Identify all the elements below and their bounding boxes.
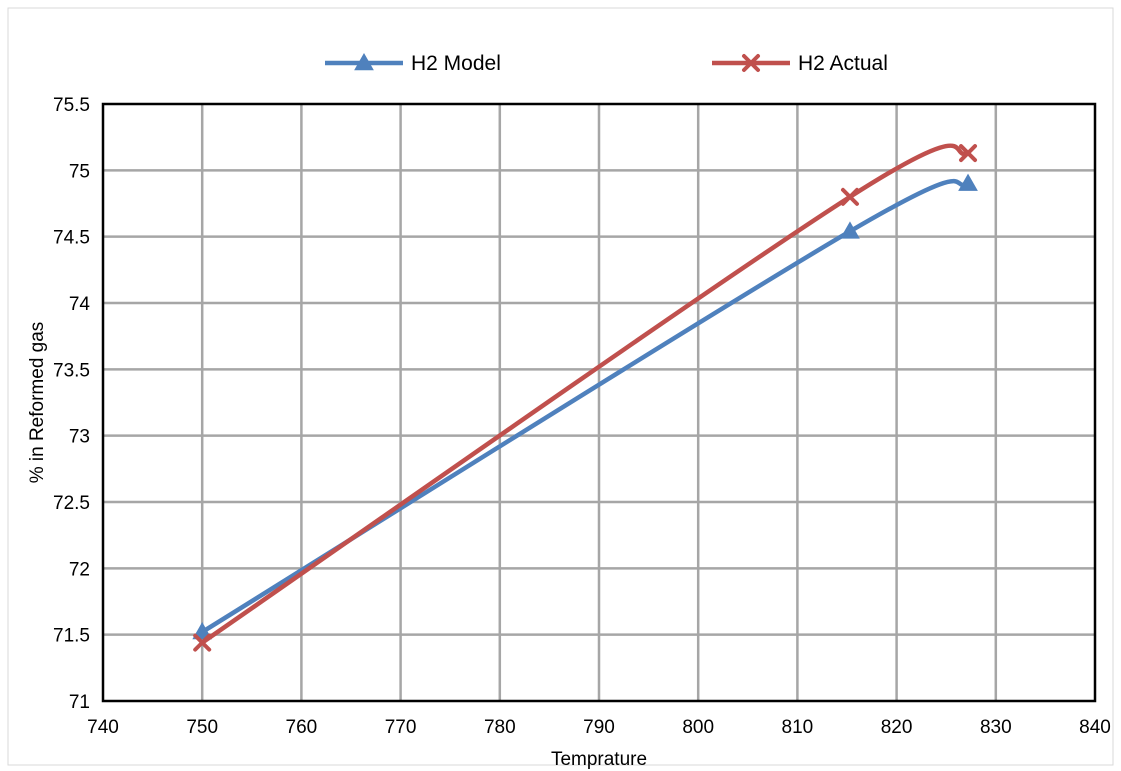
y-tick-label: 73 <box>69 427 90 448</box>
data-point-h2-actual <box>193 633 212 652</box>
legend-label-h2-model: H2 Model <box>411 52 501 75</box>
x-tick-label: 750 <box>186 717 218 738</box>
legend-marker-h2-actual <box>742 54 760 72</box>
series-layer <box>192 143 978 652</box>
x-tick-label: 760 <box>286 717 318 738</box>
legend-marker-h2-actual-stroke-b <box>742 54 760 72</box>
x-tick-label: 740 <box>87 717 119 738</box>
x-tick-label: 840 <box>1079 717 1111 738</box>
series-line-h2-actual <box>199 143 971 645</box>
data-point-h2-model <box>192 622 213 640</box>
plot-border <box>101 102 1097 703</box>
y-tick-label: 74.5 <box>53 228 90 249</box>
data-point-h2-actual <box>840 187 859 206</box>
data-point-h2-model <box>958 173 978 191</box>
y-tick-label: 72.5 <box>53 493 90 514</box>
y-axis-title: % in Reformed gas <box>27 322 48 484</box>
data-point-h2-actual <box>959 144 978 163</box>
legend: H2 Model H2 Actual <box>325 52 888 75</box>
tick-labels: 740 750 760 770 780 790 800 810 820 830 840 71 71.5 7… <box>53 95 1111 738</box>
x-tick-label: 820 <box>881 717 913 738</box>
data-point-h2-actual-stroke-b <box>840 187 859 206</box>
x-axis-title: Temprature <box>551 749 647 770</box>
plot-frame <box>101 102 1097 703</box>
data-point-h2-actual-stroke-b <box>193 633 212 652</box>
y-tick-label: 75.5 <box>53 95 90 116</box>
legend-marker-h2-model <box>354 52 374 71</box>
x-tick-label: 780 <box>484 717 516 738</box>
y-tick-label: 75 <box>69 161 90 182</box>
data-point-h2-actual-stroke-b <box>959 144 978 163</box>
x-tick-label: 800 <box>682 717 714 738</box>
y-tick-label: 72 <box>69 559 90 580</box>
x-tick-label: 830 <box>980 717 1012 738</box>
chart-area <box>7 7 1114 766</box>
y-tick-label: 71.5 <box>53 626 90 647</box>
y-tick-label: 73.5 <box>53 360 90 381</box>
x-tick-label: 810 <box>782 717 814 738</box>
x-tick-label: 790 <box>583 717 615 738</box>
y-tick-label: 71 <box>69 692 90 713</box>
legend-label-h2-actual: H2 Actual <box>798 52 888 75</box>
data-point-h2-model <box>840 221 860 239</box>
x-tick-label: 770 <box>385 717 417 738</box>
y-tick-label: 74 <box>69 294 91 315</box>
